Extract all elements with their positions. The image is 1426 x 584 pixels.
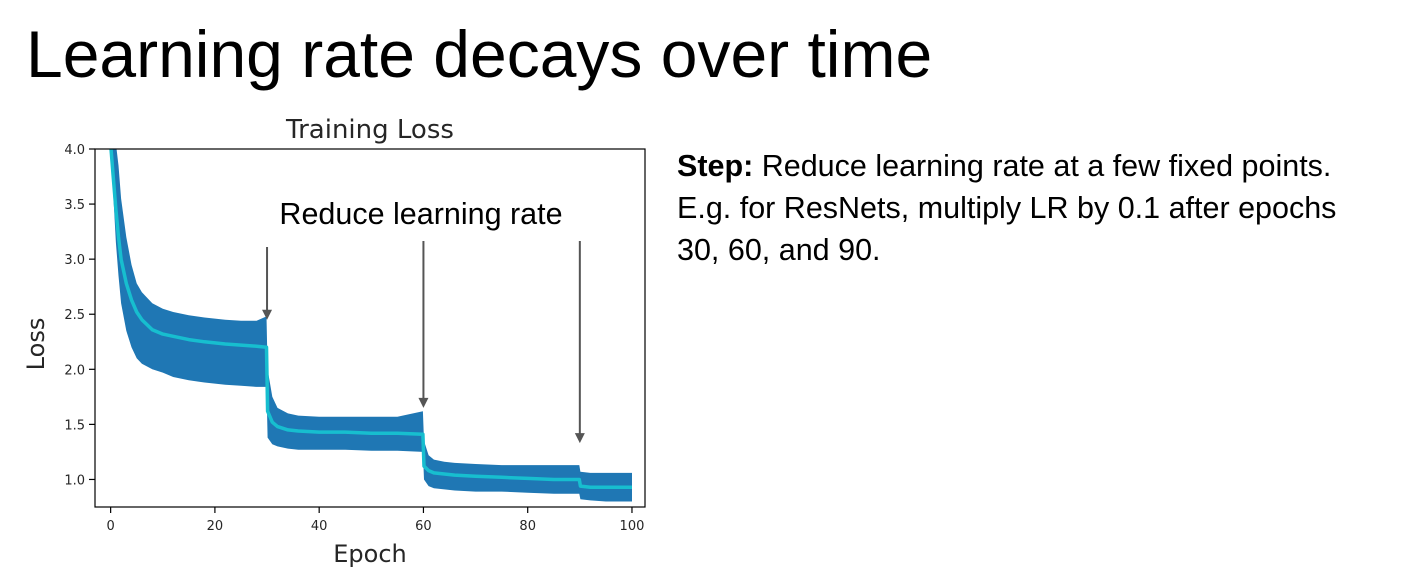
step-description: Step: Reduce learning rate at a few fixe… (677, 145, 1377, 271)
x-tick-label-20: 20 (207, 519, 224, 534)
plot-frame (94, 148, 646, 508)
arrow-head-epoch-60 (418, 397, 429, 408)
y-tick-label-3: 2.5 (64, 308, 85, 323)
y-tick-label-2: 2.0 (64, 363, 85, 378)
step-label: Step: (677, 149, 754, 183)
training-loss-chart: Training Loss Loss Epoch Reduce learning… (0, 108, 660, 584)
arrow-head-epoch-30 (262, 309, 273, 320)
x-tick-label-60: 60 (415, 519, 432, 534)
x-tick-label-40: 40 (311, 519, 328, 534)
step-text: Reduce learning rate at a few fixed poin… (677, 149, 1337, 267)
chart-svg: Training Loss Loss Epoch Reduce learning… (22, 115, 646, 568)
slide-title: Learning rate decays over time (26, 17, 933, 91)
y-axis-label: Loss (22, 318, 50, 371)
arrow-head-epoch-90 (574, 433, 585, 444)
y-tick-label-4: 3.0 (64, 253, 85, 268)
x-tick-label-100: 100 (620, 519, 645, 534)
y-tick-label-6: 4.0 (64, 143, 85, 158)
y-tick-label-5: 3.5 (64, 198, 85, 213)
x-axis-label: Epoch (333, 540, 407, 568)
y-tick-label-1: 1.5 (64, 418, 85, 433)
x-tick-label-80: 80 (519, 519, 536, 534)
loss-smoothed-line (109, 149, 632, 489)
loss-noise-band (110, 149, 632, 502)
annotation-text: Reduce learning rate (279, 197, 562, 231)
chart-title: Training Loss (285, 115, 454, 145)
x-tick-label-0: 0 (106, 519, 114, 534)
y-tick-label-0: 1.0 (64, 473, 85, 488)
